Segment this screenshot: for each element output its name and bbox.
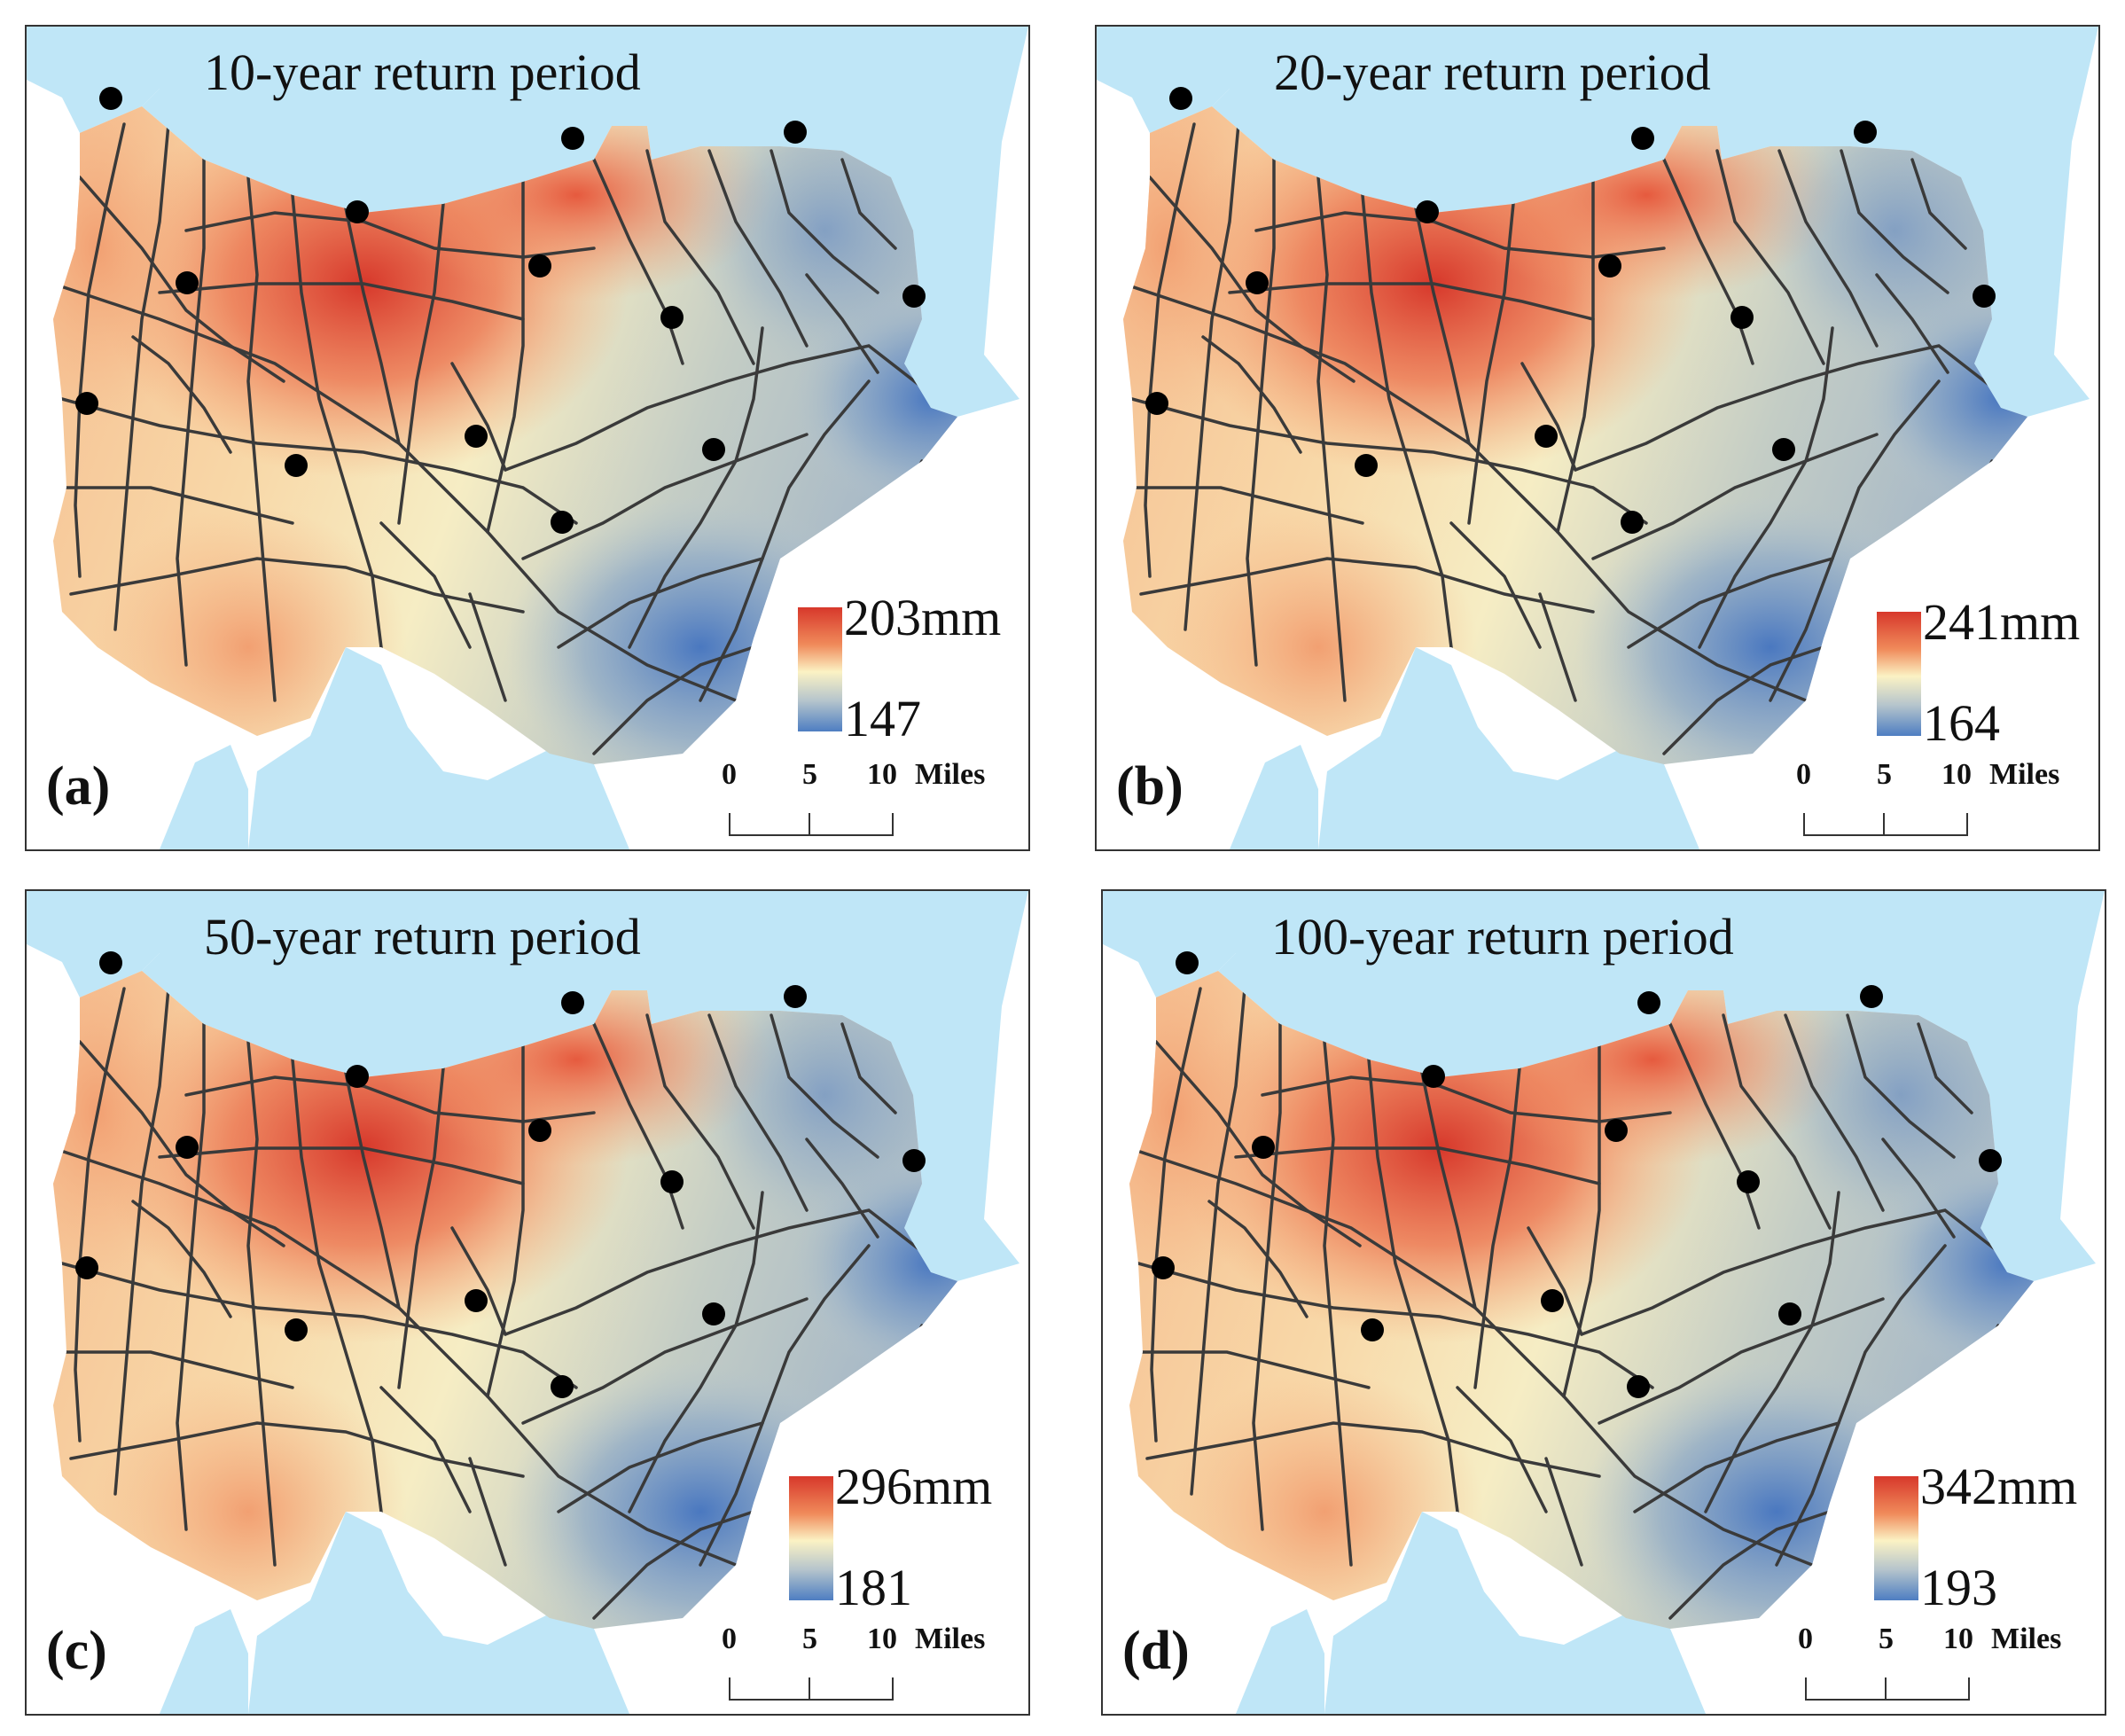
scale-tick-0: 0 [1798,1623,1813,1655]
legend-max: 203mm [844,589,1002,646]
scale-tick-0: 0 [1796,758,1811,791]
scale-tick-0: 0 [722,758,737,791]
panel-label: (c) [46,1621,107,1681]
panel-title: 50-year return period [204,908,641,966]
scale-unit: Miles [915,758,986,791]
panel-label: (b) [1116,756,1184,817]
scale-mid-tick [1885,1677,1887,1699]
scale-bar: 0 5 10 Miles [718,758,985,838]
legend-max: 241mm [1923,593,2081,651]
scale-line [729,1677,894,1701]
legend-min: 181 [835,1559,912,1616]
map-panel-d: 100-year return period (d) 342mm 193 0 5… [1101,889,2106,1716]
legend-max: 296mm [835,1458,993,1515]
scale-line [729,813,894,836]
scale-line [1803,813,1968,836]
scale-bar: 0 5 10 Miles [718,1623,985,1702]
scale-tick-5: 5 [1879,1623,1894,1655]
scale-tick-5: 5 [802,1623,817,1655]
scale-mid-tick [809,813,810,834]
scale-mid-tick [1883,813,1885,834]
scale-unit: Miles [915,1623,986,1655]
map-panel-a: 10-year return period (a) 203mm 147 0 5 … [25,25,1030,851]
color-ramp [1874,1476,1918,1600]
color-ramp [798,607,842,731]
legend: 203mm 147 [798,589,1001,747]
panel-title: 10-year return period [204,43,641,101]
scale-bar: 0 5 10 Miles [1794,1623,2061,1702]
panel-label: (d) [1122,1621,1190,1681]
scale-unit: Miles [1989,758,2060,791]
scale-unit: Miles [1991,1623,2062,1655]
map-panel-c: 50-year return period (c) 296mm 181 0 5 … [25,889,1030,1716]
legend: 342mm 193 [1874,1458,2077,1616]
legend-max: 342mm [1920,1458,2078,1515]
scale-line [1805,1677,1970,1701]
scale-tick-10: 10 [867,1623,897,1655]
color-ramp [1877,612,1921,736]
legend-min: 147 [844,690,921,747]
legend-min: 164 [1923,694,2000,752]
scale-tick-10: 10 [867,758,897,791]
scale-tick-5: 5 [1877,758,1892,791]
panel-label: (a) [46,756,111,817]
legend: 296mm 181 [789,1458,992,1616]
panel-title: 20-year return period [1274,43,1711,101]
scale-tick-0: 0 [722,1623,737,1655]
scale-mid-tick [809,1677,810,1699]
scale-tick-10: 10 [1943,1623,1973,1655]
scale-tick-5: 5 [802,758,817,791]
panel-title: 100-year return period [1271,908,1734,966]
color-ramp [789,1476,833,1600]
legend: 241mm 164 [1877,593,2080,752]
scale-tick-10: 10 [1941,758,1972,791]
scale-bar: 0 5 10 Miles [1793,758,2059,838]
legend-min: 193 [1920,1559,1997,1616]
map-panel-b: 20-year return period (b) 241mm 164 0 5 … [1095,25,2100,851]
